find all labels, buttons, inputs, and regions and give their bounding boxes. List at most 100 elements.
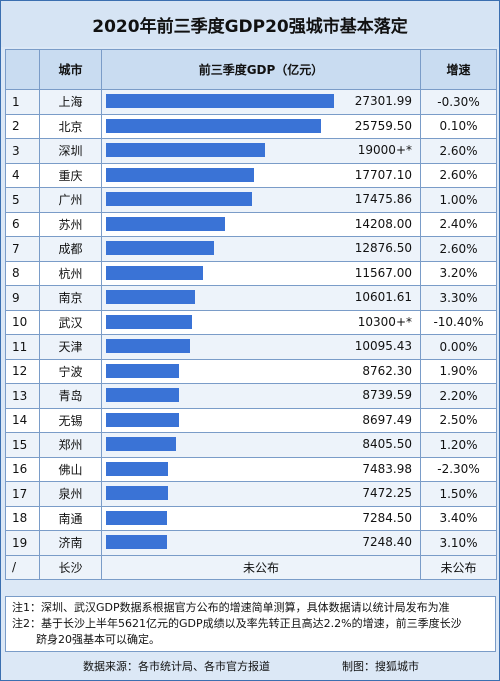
city-cell: 南京 <box>39 285 102 311</box>
gdp-cell: 8697.49 <box>101 407 421 433</box>
gdp-value-label: 7248.40 <box>362 535 412 549</box>
growth-cell: 未公布 <box>420 554 497 580</box>
growth-cell: -0.30% <box>420 89 497 115</box>
rank-cell: 6 <box>5 211 40 237</box>
gdp-bar <box>106 290 195 304</box>
growth-cell: 2.40% <box>420 211 497 237</box>
rank-cell: 18 <box>5 505 40 531</box>
rank-cell: 9 <box>5 285 40 311</box>
rank-cell: 17 <box>5 481 40 507</box>
gdp-bar <box>106 216 225 231</box>
table-row: 15 郑州 8405.50 1.20% <box>5 432 497 458</box>
rank-cell: 5 <box>5 187 40 213</box>
city-cell: 深圳 <box>39 138 102 164</box>
growth-cell: 2.60% <box>420 138 497 164</box>
gdp-bar <box>106 94 334 108</box>
gdp-value-label: 14208.00 <box>354 216 412 231</box>
gdp-bar <box>106 437 177 451</box>
gdp-value-label: 8762.30 <box>362 363 412 378</box>
gdp-bar <box>106 143 265 157</box>
city-cell: 宁波 <box>39 358 102 384</box>
gdp-bar <box>106 314 193 329</box>
gdp-bar <box>106 486 169 500</box>
rank-cell: / <box>5 554 40 580</box>
city-header: 城市 <box>39 49 102 90</box>
gdp-value-label: 8405.50 <box>362 437 412 451</box>
table-row: 11 天津 10095.43 0.00% <box>5 334 497 360</box>
rank-cell: 1 <box>5 89 40 115</box>
rank-cell: 19 <box>5 530 40 556</box>
gdp-bar <box>106 241 214 255</box>
gdp-bar <box>106 412 179 427</box>
gdp-bar <box>106 192 252 206</box>
gdp-value-label: 10095.43 <box>354 339 412 353</box>
gdp-bar <box>106 167 254 182</box>
gdp-value-label: 12876.50 <box>354 241 412 255</box>
gdp-bar <box>106 388 179 402</box>
city-cell: 佛山 <box>39 456 102 482</box>
table-row: 17 泉州 7472.25 1.50% <box>5 481 497 507</box>
rank-header <box>5 49 40 90</box>
gdp-value-label: 25759.50 <box>354 118 412 133</box>
rank-cell: 3 <box>5 138 40 164</box>
gdp-cell: 7483.98 <box>101 456 421 482</box>
gdp-value-label: 8697.49 <box>362 412 412 427</box>
gdp-value-label: 17707.10 <box>354 167 412 182</box>
table-row: 10 武汉 10300+* -10.40% <box>5 309 497 335</box>
gdp-value-label: 19000+* <box>357 143 412 157</box>
table-row: 5 广州 17475.86 1.00% <box>5 187 497 213</box>
rank-cell: 12 <box>5 358 40 384</box>
gdp-value-label: 27301.99 <box>354 94 412 108</box>
table-row: 2 北京 25759.50 0.10% <box>5 113 497 139</box>
gdp-cell: 10300+* <box>101 309 421 335</box>
gdp-cell: 7284.50 <box>101 505 421 531</box>
growth-cell: 2.60% <box>420 162 497 188</box>
gdp-value-label: 10300+* <box>357 314 412 329</box>
growth-cell: 3.20% <box>420 260 497 286</box>
gdp-cell: 10601.61 <box>101 285 421 311</box>
city-cell: 北京 <box>39 113 102 139</box>
gdp-cell: 未公布 <box>101 554 421 580</box>
rank-cell: 16 <box>5 456 40 482</box>
rank-cell: 15 <box>5 432 40 458</box>
chart-title: 2020年前三季度GDP20强城市基本落定 <box>1 1 499 47</box>
gdp-cell: 17707.10 <box>101 162 421 188</box>
gdp-bar <box>106 535 167 549</box>
gdp-cell: 7472.25 <box>101 481 421 507</box>
gdp-value-label: 7483.98 <box>362 461 412 476</box>
gdp-cell: 11567.00 <box>101 260 421 286</box>
gdp-cell: 7248.40 <box>101 530 421 556</box>
gdp-cell: 14208.00 <box>101 211 421 237</box>
gdp-cell: 12876.50 <box>101 236 421 262</box>
data-source: 数据来源：各市统计局、各市官方报道 <box>83 659 270 673</box>
city-cell: 广州 <box>39 187 102 213</box>
gdp-value-label: 11567.00 <box>354 265 412 280</box>
table-row: 7 成都 12876.50 2.60% <box>5 236 497 262</box>
growth-cell: 2.50% <box>420 407 497 433</box>
gdp-bar <box>106 461 169 476</box>
city-cell: 无锡 <box>39 407 102 433</box>
gdp-value-label: 10601.61 <box>354 290 412 304</box>
rank-cell: 7 <box>5 236 40 262</box>
gdp-bar <box>106 265 203 280</box>
table-row: 18 南通 7284.50 3.40% <box>5 505 497 531</box>
city-cell: 重庆 <box>39 162 102 188</box>
gdp-cell: 8405.50 <box>101 432 421 458</box>
growth-cell: -10.40% <box>420 309 497 335</box>
gdp-bar <box>106 510 167 525</box>
gdp-value-label: 17475.86 <box>354 192 412 206</box>
gdp-table: 城市 前三季度GDP（亿元） 增速 1 上海 27301.99 -0.30% 2 北京 25… <box>5 49 497 580</box>
note-1: 注1：深圳、武汉GDP数据系根据官方公布的增速简单测算，具体数据请以统计局发布为… <box>12 601 450 614</box>
city-cell: 武汉 <box>39 309 102 335</box>
table-body: 1 上海 27301.99 -0.30% 2 北京 25759.50 0.10% 3 深圳 1900… <box>5 89 497 556</box>
table-row: 9 南京 10601.61 3.30% <box>5 285 497 311</box>
city-cell: 成都 <box>39 236 102 262</box>
growth-cell: 3.40% <box>420 505 497 531</box>
table-row: 19 济南 7248.40 3.10% <box>5 530 497 556</box>
growth-cell: 2.20% <box>420 383 497 409</box>
table-row: 16 佛山 7483.98 -2.30% <box>5 456 497 482</box>
gdp-cell: 8762.30 <box>101 358 421 384</box>
table-row: 8 杭州 11567.00 3.20% <box>5 260 497 286</box>
growth-cell: 1.50% <box>420 481 497 507</box>
